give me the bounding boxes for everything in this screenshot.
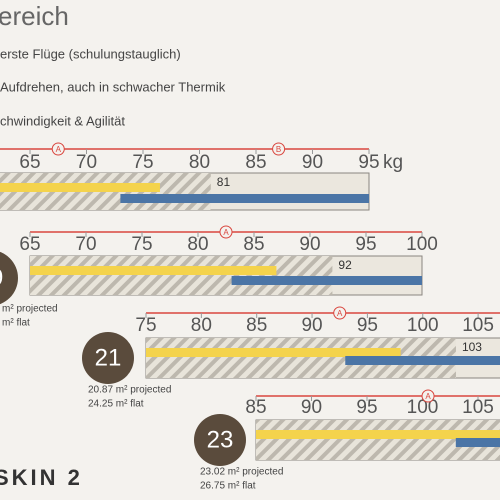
size-label: 23: [207, 426, 234, 453]
x-tick-label: 90: [301, 315, 322, 336]
marker: [272, 142, 286, 156]
marker: [51, 142, 65, 156]
x-tick-label: 70: [76, 152, 97, 173]
marker: [219, 225, 233, 239]
range-bar: [146, 348, 401, 357]
x-tick-label: 80: [187, 234, 208, 255]
size-badge: [82, 332, 134, 384]
range-bar: [256, 430, 500, 439]
x-tick-label: 95: [356, 397, 377, 418]
bullet: chwindigkeit & Agilität: [0, 113, 125, 128]
unit-label: kg: [383, 152, 403, 173]
size-badge: [0, 251, 18, 305]
size-caption: 20.87 m² projected: [88, 385, 171, 396]
marker-label: B: [276, 145, 281, 154]
bullet: Aufdrehen, auch in schwacher Thermik: [0, 79, 226, 94]
limit-label: 103: [462, 340, 482, 354]
x-tick-label: 80: [189, 152, 210, 173]
range-bar: [231, 276, 422, 285]
size-caption: m² flat: [2, 318, 30, 329]
range-bar: [120, 194, 370, 203]
range-bar: [0, 183, 160, 192]
x-tick-label: 75: [132, 152, 153, 173]
marker-label: A: [425, 392, 431, 401]
x-tick-label: 90: [299, 234, 320, 255]
range-bar: [345, 356, 500, 365]
marker-label: A: [56, 145, 62, 154]
size-badge: [194, 414, 246, 466]
logo: SKIN 2: [0, 465, 83, 490]
x-tick-label: 90: [301, 397, 322, 418]
x-tick-label: 105: [462, 397, 494, 418]
range-bar: [30, 266, 277, 275]
x-tick-label: 95: [357, 315, 378, 336]
x-tick-label: 75: [135, 315, 156, 336]
x-tick-label: 95: [358, 152, 379, 173]
x-tick-label: 85: [246, 315, 267, 336]
marker: [421, 389, 435, 403]
bullet: erste Flüge (schulungstauglich): [0, 46, 181, 61]
marker: [333, 306, 347, 320]
size-caption: 23.02 m² projected: [200, 467, 283, 478]
x-tick-label: 90: [302, 152, 323, 173]
marker-label: A: [223, 228, 229, 237]
x-tick-label: 65: [19, 234, 40, 255]
range-bar: [455, 438, 500, 447]
x-tick-label: 105: [462, 315, 494, 336]
x-tick-label: 100: [407, 315, 439, 336]
x-tick-label: 65: [19, 152, 40, 173]
x-tick-label: 85: [245, 397, 266, 418]
x-tick-label: 75: [131, 234, 152, 255]
marker-label: A: [337, 309, 343, 318]
size-label: 21: [95, 344, 122, 371]
hatch: [30, 256, 333, 295]
size-caption: m² projected: [2, 304, 58, 315]
size-label: 19: [0, 264, 3, 291]
x-tick-label: 80: [191, 315, 212, 336]
x-tick-label: 95: [355, 234, 376, 255]
x-tick-label: 70: [75, 234, 96, 255]
x-tick-label: 85: [243, 234, 264, 255]
title: ereich: [0, 1, 69, 31]
x-tick-label: 100: [407, 397, 439, 418]
x-tick-label: 100: [406, 234, 438, 255]
size-caption: 24.25 m² flat: [88, 399, 144, 410]
limit-label: 81: [217, 175, 231, 189]
limit-label: 92: [338, 258, 352, 272]
x-tick-label: 85: [245, 152, 266, 173]
size-caption: 26.75 m² flat: [200, 481, 256, 492]
